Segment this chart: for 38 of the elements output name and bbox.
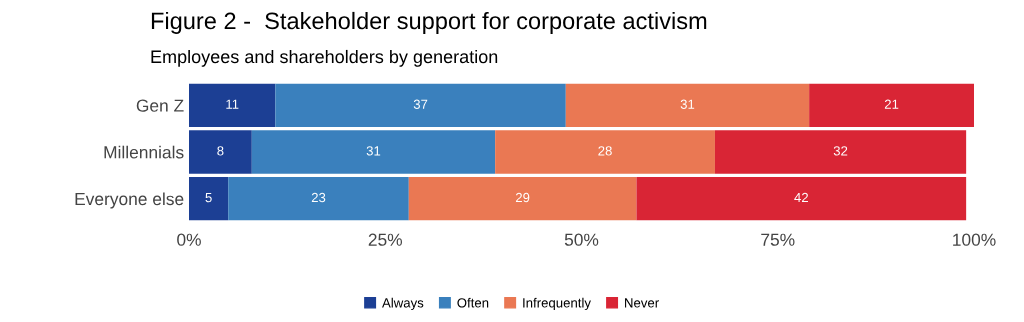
data-label: 23: [311, 192, 326, 203]
bar: [275, 83, 566, 128]
data-label: 5: [205, 193, 212, 203]
bar: [408, 176, 637, 221]
data-label: 32: [833, 146, 848, 156]
bar: [714, 130, 967, 174]
data-label: 21: [884, 99, 899, 109]
bar: [809, 83, 974, 128]
x-tick-label: 0%: [177, 233, 201, 246]
y-tick-label: Everyone else: [75, 192, 184, 209]
bar: [565, 83, 810, 128]
x-tick-label: 100%: [953, 233, 996, 246]
x-tick-label: 25%: [368, 233, 403, 246]
data-label: 31: [366, 146, 381, 156]
y-tick-label: Millennials: [104, 145, 184, 159]
legend-label: Often: [457, 297, 489, 308]
bar: [495, 130, 715, 174]
bar: [228, 176, 409, 221]
y-tick-label: Gen Z: [136, 99, 184, 112]
x-tick-label: 50%: [564, 233, 599, 246]
legend-label: Always: [382, 297, 424, 311]
bar: [189, 130, 252, 174]
bar: [189, 176, 229, 221]
data-label: 8: [217, 146, 224, 156]
bar: [636, 176, 967, 221]
data-label: 29: [515, 192, 530, 203]
bar: [251, 130, 496, 174]
data-label: 37: [413, 99, 428, 109]
chart-subtitle: Employees and shareholders by generation: [151, 49, 498, 67]
data-label: 28: [598, 146, 612, 156]
bar: [189, 83, 276, 128]
x-tick-label: 75%: [761, 233, 795, 246]
data-label: 11: [226, 99, 239, 109]
chart-title: Figure 2 - Stakeholder support for corporate activism: [151, 11, 707, 34]
data-label: 42: [794, 192, 808, 203]
legend-label: Infrequently: [523, 297, 591, 311]
legend-label: Never: [625, 298, 659, 308]
data-label: 31: [680, 99, 695, 109]
